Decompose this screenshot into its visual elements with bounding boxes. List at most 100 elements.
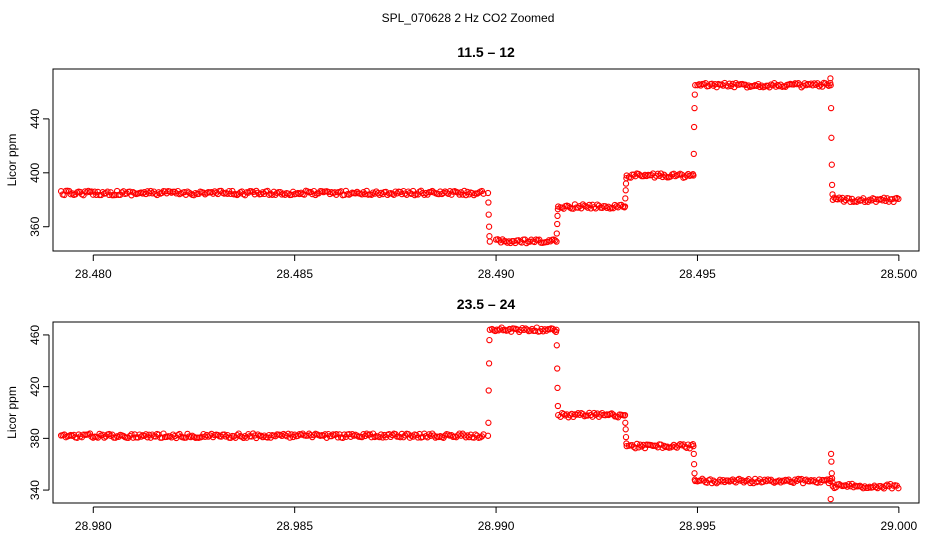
data-point [286,434,294,441]
data-point [574,204,582,211]
y-tick-label: 420 [28,376,42,396]
data-point [827,82,834,89]
data-point [171,188,178,195]
panel-title: 11.5 – 12 [457,44,515,60]
data-point [827,450,835,458]
data-point [740,479,748,486]
data-point [377,431,385,438]
data-point [690,123,698,131]
data-point [590,409,598,417]
data-point [895,485,902,492]
data-point [621,411,629,419]
data-point [554,365,561,372]
data-point [462,191,470,199]
data-point [621,203,629,210]
data-point [895,195,902,203]
y-tick-label: 400 [28,162,42,182]
data-point [448,191,455,198]
data-point [160,430,167,437]
plot-panel-top: 11.5 – 12 28.480 28.485 28.490 28.495 28.500 3… [5,44,920,281]
data-point [486,238,493,245]
data-point [301,191,308,198]
data-point [828,475,836,482]
data-point [363,430,370,437]
data-point [105,430,113,438]
data-point [137,433,145,440]
data-series [57,75,902,247]
data-point [523,239,530,247]
data-point [637,441,644,448]
y-tick-label: 360 [28,216,42,236]
data-point [240,434,247,442]
data-point [554,206,562,213]
data-point [623,175,630,182]
data-point [128,431,135,438]
data-point [657,441,665,448]
data-point [691,91,698,98]
x-axis: 28.480 28.485 28.490 28.495 28.500 [75,254,918,281]
data-point [828,161,835,168]
data-point [848,480,856,488]
data-point [633,440,641,448]
x-tick-label: 28.980 [75,519,112,533]
data-point [827,495,834,503]
y-axis-label: Licor ppm [5,386,19,439]
data-point [363,187,370,195]
data-point [543,327,550,334]
data-point [683,444,690,451]
data-point [690,172,697,179]
data-point [549,325,556,332]
data-point [333,430,340,438]
data-point [690,461,698,468]
x-tick-label: 29.000 [881,519,918,533]
x-tick-label: 28.490 [478,267,515,281]
data-point [499,236,506,243]
y-axis-label: Licor ppm [5,134,19,187]
y-tick-label: 440 [28,109,42,129]
data-point [112,434,119,441]
data-point [88,188,95,195]
data-point [623,442,630,450]
data-point [815,83,823,90]
data-point [840,198,848,205]
data-point [690,150,697,158]
data-point [623,172,630,179]
data-point [828,181,836,189]
data-point [257,190,265,198]
data-point [554,220,561,228]
data-point [486,326,493,333]
data-point [484,189,492,197]
data-point [312,191,319,199]
data-point [484,432,492,439]
data-point [400,434,407,441]
data-series [57,324,902,503]
data-point [552,237,559,244]
y-tick-label: 340 [28,480,42,500]
data-point [480,190,487,197]
data-point [795,79,802,87]
data-point [884,481,891,488]
data-point [586,201,593,209]
x-tick-label: 28.985 [276,519,313,533]
data-point [622,195,629,202]
data-point [692,82,699,89]
data-point [470,191,478,199]
data-point [254,431,262,438]
data-point [829,196,836,203]
data-point [342,187,350,195]
data-point [421,191,428,198]
data-point [86,430,94,437]
y-tick-label: 460 [28,325,42,345]
data-point [486,336,493,344]
figure-title: SPL_070628 2 Hz CO2 Zoomed [382,11,555,25]
data-point [101,434,108,441]
x-axis: 28.980 28.985 28.990 28.995 29.000 [75,506,918,533]
data-point [485,211,492,218]
data-point [692,477,699,485]
x-tick-label: 28.495 [679,267,716,281]
y-tick-label: 380 [28,428,42,448]
data-point [814,479,821,486]
data-point [880,194,888,201]
